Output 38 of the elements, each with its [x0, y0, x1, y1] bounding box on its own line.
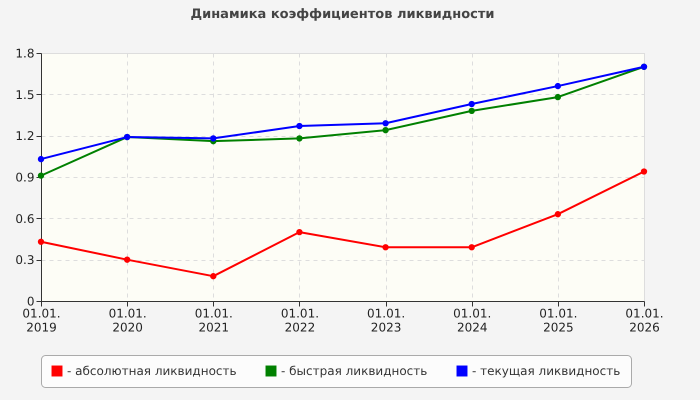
point	[296, 228, 303, 236]
chart-title: Динамика коэффициентов ликвидности	[190, 7, 494, 22]
point	[210, 273, 216, 280]
legend-label: - абсолютная ликвидность	[67, 364, 237, 378]
legend-label: - текущая ликвидность	[472, 364, 620, 378]
point	[554, 211, 562, 218]
x-tick-label: 01.01. 2021	[194, 306, 233, 334]
point	[296, 122, 303, 130]
x-tick-label: 01.01. 2022	[280, 306, 320, 334]
point	[382, 120, 389, 126]
point	[640, 168, 648, 175]
point	[554, 94, 562, 100]
legend-label: - быстрая ликвидность	[281, 364, 428, 378]
x-tick-label: 01.01. 2026	[625, 306, 664, 334]
x-tick-label: 01.01. 2019	[22, 306, 61, 334]
x-tick-label: 01.01. 2020	[108, 306, 147, 334]
y-tick-label: 1.2	[15, 129, 34, 144]
x-tick-label: 01.01. 2023	[366, 306, 406, 334]
y-tick-label: 0.3	[15, 253, 34, 268]
point	[382, 127, 389, 134]
point	[468, 100, 475, 108]
y-tick-label: 1.5	[15, 88, 34, 102]
point	[38, 238, 44, 245]
point	[468, 244, 475, 250]
point	[296, 135, 303, 142]
point	[468, 108, 475, 114]
y-tick-label: 0	[26, 294, 34, 308]
point	[124, 256, 130, 263]
point	[382, 244, 389, 250]
y-tick-label: 0.6	[15, 212, 34, 226]
y-tick-label: 0.9	[15, 170, 34, 184]
point	[38, 156, 44, 162]
point	[38, 172, 44, 179]
x-tick-label: 01.01. 2025	[539, 306, 578, 334]
y-tick-label: 1.8	[15, 46, 34, 60]
x-tick-label: 01.01. 2024	[453, 306, 492, 334]
point	[554, 82, 562, 90]
point	[210, 135, 216, 142]
